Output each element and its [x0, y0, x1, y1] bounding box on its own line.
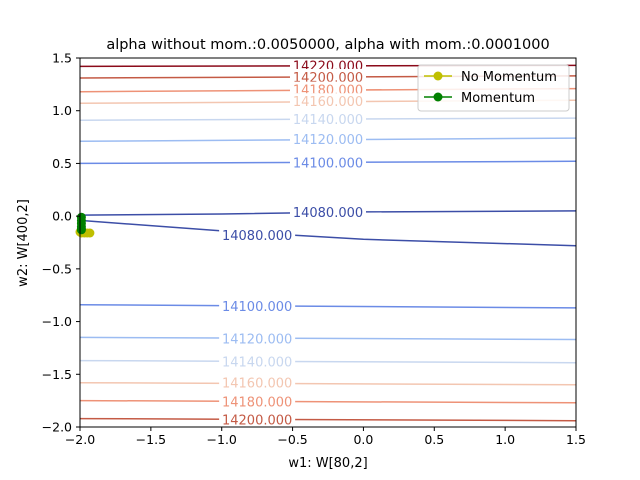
- x-tick-label: −2.0: [65, 432, 95, 447]
- contour-label-background: [219, 393, 296, 410]
- y-tick-label: 1.0: [52, 103, 72, 118]
- contour-line: [79, 417, 577, 422]
- legend-momentum-label: Momentum: [461, 91, 535, 106]
- contour-label-background: [219, 374, 296, 391]
- contour-label-background: [219, 330, 296, 347]
- contour-label: 14140.000: [293, 113, 363, 128]
- contour-label-background: [219, 353, 296, 370]
- x-tick-label: −1.0: [207, 432, 237, 447]
- contour-label-background: [290, 203, 366, 220]
- contour-label: 14080.000: [222, 229, 292, 244]
- contour-label: 14200.000: [222, 414, 292, 429]
- legend-no-momentum-marker: [433, 71, 443, 81]
- x-tick-label: 1.5: [566, 432, 586, 447]
- y-axis: −2.0 −1.5 −1.0 −0.5 0.0 0.5 1.0 1.5: [42, 51, 80, 435]
- contour-line: [79, 219, 577, 247]
- contour-line: [79, 399, 577, 404]
- y-tick-label: 0.5: [52, 156, 72, 171]
- contour-label-background: [290, 154, 366, 171]
- series-point: [85, 228, 95, 238]
- x-tick-label: 1.0: [495, 432, 515, 447]
- contour-label: 14100.000: [293, 156, 363, 171]
- contour-label-background: [219, 297, 296, 314]
- x-tick-label: −0.5: [277, 432, 307, 447]
- contour-label-background: [290, 68, 366, 85]
- contour-label-background: [219, 411, 296, 428]
- y-tick-label: 1.5: [52, 51, 72, 66]
- contour-label-background: [219, 227, 296, 244]
- y-tick-label: −1.0: [42, 314, 72, 329]
- y-axis-label: w2: W[400,2]: [16, 199, 31, 287]
- contour-line: [79, 359, 577, 364]
- contour-label-background: [290, 93, 366, 110]
- x-tick-label: 0.5: [424, 432, 444, 447]
- legend-no-momentum-label: No Momentum: [461, 70, 557, 85]
- contour-label: 14140.000: [222, 356, 292, 371]
- x-tick-label: −1.5: [136, 432, 166, 447]
- y-tick-label: −1.5: [42, 367, 72, 382]
- x-axis: −2.0 −1.5 −1.0 −0.5 0.0 0.5 1.0 1.5: [65, 427, 586, 447]
- legend: No Momentum Momentum: [417, 64, 570, 112]
- legend-box: [417, 64, 570, 112]
- y-tick-label: 0.0: [52, 209, 72, 224]
- contour-label: 14160.000: [293, 95, 363, 110]
- chart-title: alpha without mom.:0.0050000, alpha with…: [106, 37, 549, 53]
- trajectory-series: [75, 212, 95, 238]
- x-axis-label: w1: W[80,2]: [288, 456, 367, 471]
- contour-label: 14120.000: [293, 133, 363, 148]
- contour-lines: 14220.00014200.00014180.00014160.0001414…: [79, 57, 577, 429]
- contour-line: [79, 303, 577, 309]
- y-tick-label: −0.5: [42, 261, 72, 276]
- legend-momentum-marker: [433, 92, 443, 102]
- x-tick-label: 0.0: [353, 432, 373, 447]
- contour-line: [79, 381, 577, 386]
- contour-label: 14080.000: [293, 206, 363, 221]
- contour-label: 14180.000: [222, 396, 292, 411]
- contour-label: 14120.000: [222, 332, 292, 347]
- contour-label: 14100.000: [222, 300, 292, 315]
- contour-label-background: [290, 111, 366, 128]
- y-tick-label: −2.0: [42, 420, 72, 435]
- series-point: [76, 225, 86, 235]
- contour-line: [79, 336, 577, 341]
- contour-label-background: [290, 131, 366, 148]
- plot-frame: [79, 57, 577, 428]
- contour-label: 14160.000: [222, 377, 292, 392]
